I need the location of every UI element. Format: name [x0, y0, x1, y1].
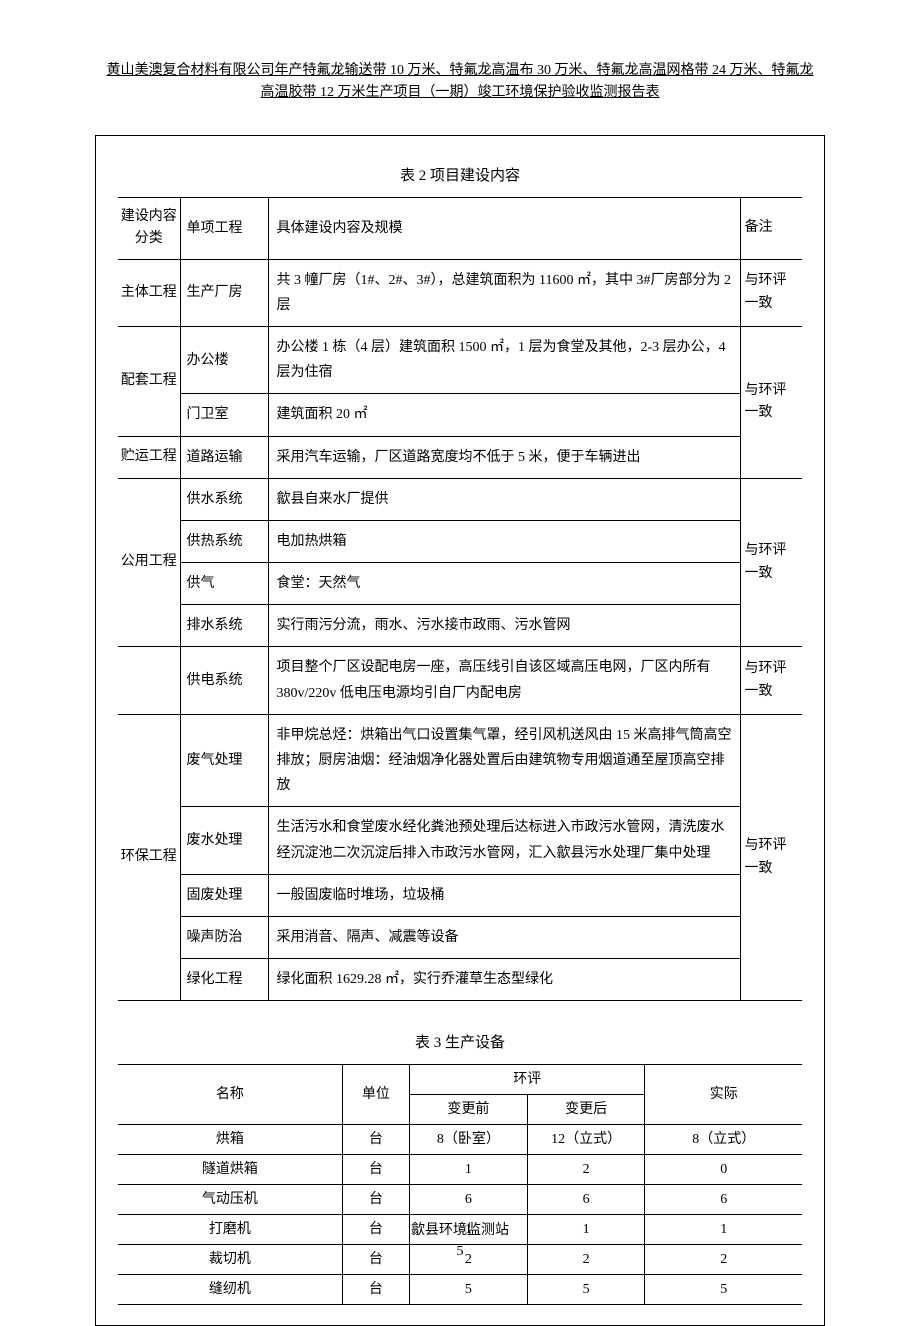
- footer-page: 5: [0, 1241, 920, 1262]
- table3-before: 8（卧室）: [410, 1125, 528, 1155]
- table3-actual: 6: [645, 1185, 802, 1215]
- table2-title: 表 2 项目建设内容: [118, 164, 802, 185]
- table2-content: 采用消音、隔声、减震等设备: [268, 916, 740, 958]
- table2-content: 非甲烷总烃：烘箱出气口设置集气罩，经引风机送风由 15 米高排气筒高空排放；厨房…: [268, 714, 740, 807]
- table3-name: 气动压机: [118, 1185, 342, 1215]
- table2-content: 一般固废临时堆场，垃圾桶: [268, 874, 740, 916]
- table2-sub: 排水系统: [180, 605, 268, 647]
- table2-content: 采用汽车运输，厂区道路宽度均不低于 5 米，便于车辆进出: [268, 436, 740, 478]
- table2-cat: 环保工程: [118, 714, 180, 1001]
- table2-sub: 废水处理: [180, 807, 268, 874]
- table3-name: 缝纫机: [118, 1275, 342, 1305]
- table3-after: 5: [527, 1275, 645, 1305]
- table2-content: 项目整个厂区设配电房一座，高压线引自该区域高压电网，厂区内所有 380v/220…: [268, 647, 740, 714]
- page-header: 黄山美澳复合材料有限公司年产特氟龙输送带 10 万米、特氟龙高温布 30 万米、…: [95, 60, 825, 105]
- table2-h-content: 具体建设内容及规模: [268, 197, 740, 259]
- footer-org: 歙县环境监测站: [0, 1220, 920, 1241]
- table3-after: 6: [527, 1185, 645, 1215]
- table2-sub: 供水系统: [180, 478, 268, 520]
- table2-h-sub: 单项工程: [180, 197, 268, 259]
- table2-sub: 办公楼: [180, 326, 268, 393]
- table2-content: 歙县自来水厂提供: [268, 478, 740, 520]
- table2-content: 实行雨污分流，雨水、污水接市政雨、污水管网: [268, 605, 740, 647]
- table2-note: 与环评一致: [740, 714, 802, 1001]
- table3-actual: 5: [645, 1275, 802, 1305]
- header-line2: 高温胶带 12 万米生产项目（一期）竣工环境保护验收监测报告表: [261, 85, 660, 100]
- table3-h-before: 变更前: [410, 1095, 528, 1125]
- table3-h-after: 变更后: [527, 1095, 645, 1125]
- table3-before: 5: [410, 1275, 528, 1305]
- table2-sub: 固废处理: [180, 874, 268, 916]
- table3-unit: 台: [342, 1275, 409, 1305]
- header-line1: 黄山美澳复合材料有限公司年产特氟龙输送带 10 万米、特氟龙高温布 30 万米、…: [107, 63, 814, 78]
- table2-note: 与环评一致: [740, 647, 802, 714]
- table2-sub: 供电系统: [180, 647, 268, 714]
- table3-unit: 台: [342, 1155, 409, 1185]
- table3-before: 6: [410, 1185, 528, 1215]
- table2-h-note: 备注: [740, 197, 802, 259]
- table3-h-env: 环评: [410, 1065, 645, 1095]
- table2-cat: 配套工程: [118, 326, 180, 436]
- table3-after: 12（立式）: [527, 1125, 645, 1155]
- table2-note: 与环评一致: [740, 259, 802, 326]
- table2-sub: 绿化工程: [180, 959, 268, 1001]
- table2-sub: 门卫室: [180, 394, 268, 436]
- table3-name: 烘箱: [118, 1125, 342, 1155]
- table3-before: 1: [410, 1155, 528, 1185]
- table3: 名称 单位 环评 实际 变更前 变更后 烘箱台8（卧室）12（立式）8（立式）隧…: [118, 1064, 802, 1305]
- table2-content: 共 3 幢厂房（1#、2#、3#），总建筑面积为 11600 ㎡，其中 3#厂房…: [268, 259, 740, 326]
- table2-sub: 道路运输: [180, 436, 268, 478]
- content-box: 表 2 项目建设内容 建设内容分类 单项工程 具体建设内容及规模 备注 主体工程…: [95, 135, 825, 1326]
- table2-cat: 贮运工程: [118, 436, 180, 478]
- table3-h-name: 名称: [118, 1065, 342, 1125]
- table2-note: 与环评一致: [740, 326, 802, 478]
- table3-actual: 0: [645, 1155, 802, 1185]
- page-footer: 歙县环境监测站 5: [0, 1220, 920, 1262]
- table3-h-actual: 实际: [645, 1065, 802, 1125]
- table2-content: 建筑面积 20 ㎡: [268, 394, 740, 436]
- table2-content: 食堂：天然气: [268, 563, 740, 605]
- table2-content: 生活污水和食堂废水经化粪池预处理后达标进入市政污水管网，清洗废水经沉淀池二次沉淀…: [268, 807, 740, 874]
- table2-content: 电加热烘箱: [268, 520, 740, 562]
- table2: 建设内容分类 单项工程 具体建设内容及规模 备注 主体工程 生产厂房 共 3 幢…: [118, 197, 802, 1002]
- table2-note: 与环评一致: [740, 478, 802, 647]
- table2-h-category: 建设内容分类: [118, 197, 180, 259]
- table2-cat: 公用工程: [118, 478, 180, 647]
- table3-h-unit: 单位: [342, 1065, 409, 1125]
- table3-title: 表 3 生产设备: [118, 1031, 802, 1052]
- table2-content: 办公楼 1 栋（4 层）建筑面积 1500 ㎡，1 层为食堂及其他，2-3 层办…: [268, 326, 740, 393]
- table2-sub: 供热系统: [180, 520, 268, 562]
- table3-after: 2: [527, 1155, 645, 1185]
- table3-unit: 台: [342, 1185, 409, 1215]
- table2-sub: 噪声防治: [180, 916, 268, 958]
- table2-sub: 生产厂房: [180, 259, 268, 326]
- table2-sub: 废气处理: [180, 714, 268, 807]
- table2-cat-empty: [118, 647, 180, 714]
- table2-content: 绿化面积 1629.28 ㎡，实行乔灌草生态型绿化: [268, 959, 740, 1001]
- table3-unit: 台: [342, 1125, 409, 1155]
- table2-sub: 供气: [180, 563, 268, 605]
- table3-actual: 8（立式）: [645, 1125, 802, 1155]
- table2-cat: 主体工程: [118, 259, 180, 326]
- table3-name: 隧道烘箱: [118, 1155, 342, 1185]
